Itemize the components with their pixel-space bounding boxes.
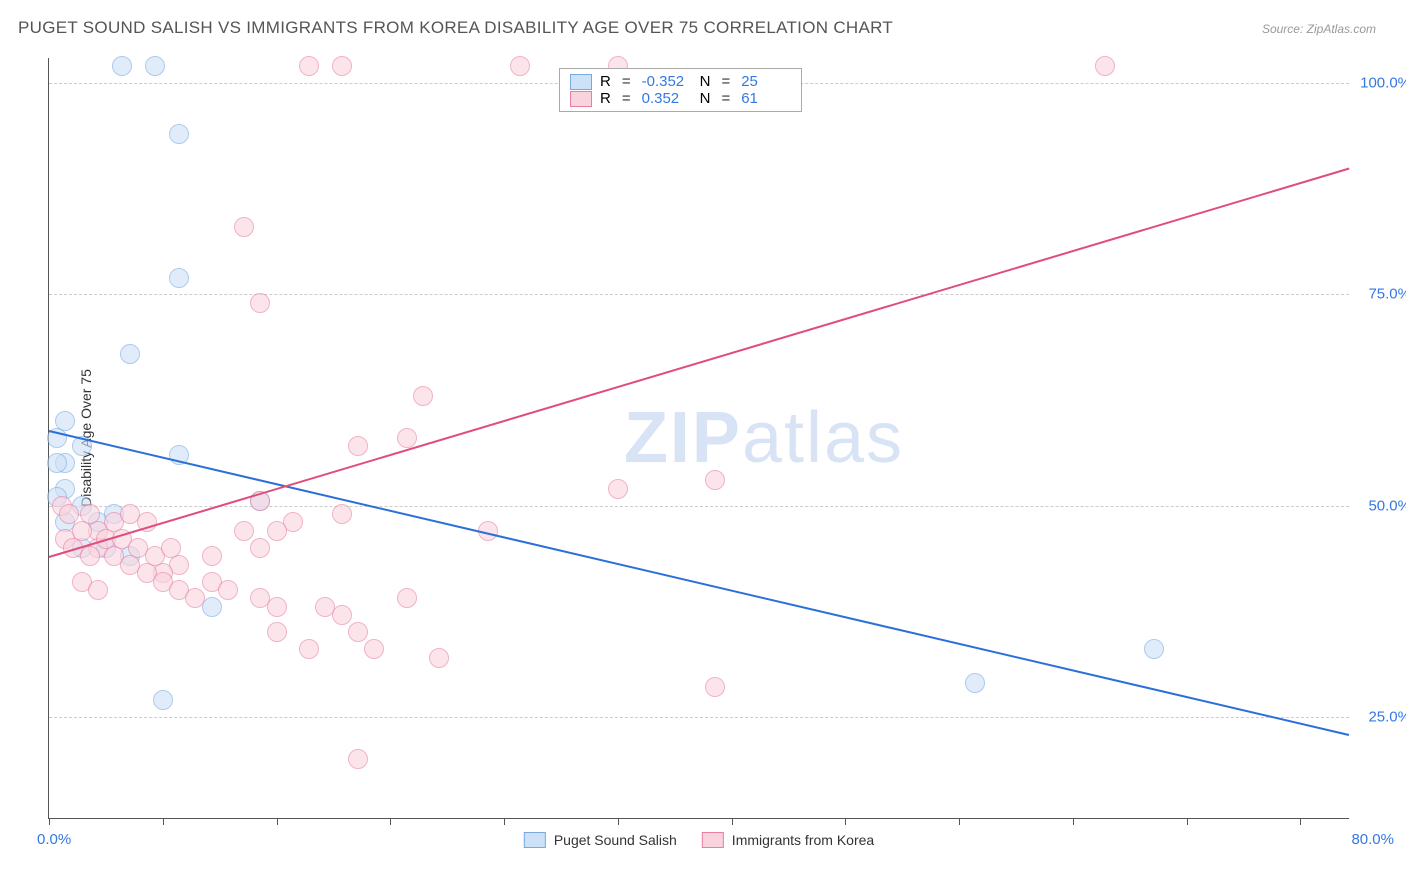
scatter-point: [705, 677, 725, 697]
legend-swatch-1: [570, 74, 592, 90]
scatter-point: [1144, 639, 1164, 659]
x-tick: [1073, 818, 1074, 825]
legend-r-value-1: -0.352: [642, 73, 692, 90]
scatter-point: [185, 588, 205, 608]
scatter-point: [250, 293, 270, 313]
scatter-point: [120, 344, 140, 364]
scatter-point: [299, 639, 319, 659]
scatter-point: [112, 56, 132, 76]
scatter-point: [267, 597, 287, 617]
scatter-point: [965, 673, 985, 693]
y-tick-label: 100.0%: [1356, 75, 1406, 92]
x-tick: [277, 818, 278, 825]
legend-swatch-series-1: [524, 832, 546, 848]
scatter-point: [332, 605, 352, 625]
scatter-point: [1095, 56, 1115, 76]
y-tick-label: 75.0%: [1356, 286, 1406, 303]
scatter-point: [218, 580, 238, 600]
scatter-point: [145, 56, 165, 76]
equals-sign: =: [622, 90, 631, 107]
scatter-point: [161, 538, 181, 558]
scatter-point: [429, 648, 449, 668]
scatter-point: [80, 546, 100, 566]
scatter-point: [510, 56, 530, 76]
x-tick: [732, 818, 733, 825]
x-tick: [1187, 818, 1188, 825]
source-label: Source: ZipAtlas.com: [1262, 22, 1376, 36]
y-tick-label: 25.0%: [1356, 708, 1406, 725]
legend-r-label: R: [600, 90, 611, 107]
x-axis-max-label: 80.0%: [1351, 831, 1394, 848]
correlation-legend: R = -0.352 N = 25 R = 0.352 N = 61: [559, 68, 802, 112]
legend-label-series-1: Puget Sound Salish: [554, 832, 677, 848]
gridline: [49, 717, 1349, 718]
scatter-point: [364, 639, 384, 659]
scatter-point: [234, 217, 254, 237]
scatter-point: [202, 546, 222, 566]
x-tick: [959, 818, 960, 825]
x-tick: [390, 818, 391, 825]
watermark: ZIPatlas: [624, 397, 904, 479]
scatter-point: [705, 470, 725, 490]
gridline: [49, 506, 1349, 507]
scatter-point: [250, 538, 270, 558]
x-tick: [163, 818, 164, 825]
scatter-point: [332, 504, 352, 524]
x-tick: [504, 818, 505, 825]
legend-n-label: N: [700, 90, 711, 107]
scatter-point: [47, 453, 67, 473]
x-tick: [1300, 818, 1301, 825]
equals-sign: =: [622, 73, 631, 90]
scatter-point: [59, 504, 79, 524]
scatter-point: [332, 56, 352, 76]
chart-title: PUGET SOUND SALISH VS IMMIGRANTS FROM KO…: [18, 18, 893, 38]
scatter-point: [348, 622, 368, 642]
legend-item-1: Puget Sound Salish: [524, 832, 677, 848]
scatter-point: [169, 124, 189, 144]
legend-n-value-1: 25: [741, 73, 791, 90]
legend-label-series-2: Immigrants from Korea: [732, 832, 874, 848]
x-tick: [618, 818, 619, 825]
legend-r-value-2: 0.352: [642, 90, 692, 107]
legend-swatch-2: [570, 91, 592, 107]
watermark-bold: ZIP: [624, 398, 742, 478]
watermark-light: atlas: [742, 398, 904, 478]
equals-sign: =: [721, 90, 730, 107]
chart-plot-area: Disability Age Over 75 ZIPatlas 25.0%50.…: [48, 58, 1349, 819]
legend-row-series-2: R = 0.352 N = 61: [570, 90, 791, 107]
legend-n-label: N: [700, 73, 711, 90]
scatter-point: [348, 749, 368, 769]
legend-row-series-1: R = -0.352 N = 25: [570, 73, 791, 90]
scatter-point: [397, 428, 417, 448]
series-legend: Puget Sound Salish Immigrants from Korea: [524, 832, 874, 848]
equals-sign: =: [721, 73, 730, 90]
x-axis-min-label: 0.0%: [37, 831, 71, 848]
scatter-point: [299, 56, 319, 76]
scatter-point: [267, 622, 287, 642]
scatter-point: [80, 504, 100, 524]
scatter-point: [267, 521, 287, 541]
x-tick: [49, 818, 50, 825]
scatter-point: [234, 521, 254, 541]
legend-r-label: R: [600, 73, 611, 90]
scatter-point: [413, 386, 433, 406]
x-tick: [845, 818, 846, 825]
scatter-point: [153, 690, 173, 710]
scatter-point: [608, 479, 628, 499]
gridline: [49, 294, 1349, 295]
scatter-point: [397, 588, 417, 608]
scatter-point: [88, 580, 108, 600]
legend-swatch-series-2: [702, 832, 724, 848]
legend-item-2: Immigrants from Korea: [702, 832, 874, 848]
legend-n-value-2: 61: [741, 90, 791, 107]
y-tick-label: 50.0%: [1356, 497, 1406, 514]
trend-line: [49, 430, 1349, 736]
scatter-point: [348, 436, 368, 456]
scatter-point: [169, 268, 189, 288]
